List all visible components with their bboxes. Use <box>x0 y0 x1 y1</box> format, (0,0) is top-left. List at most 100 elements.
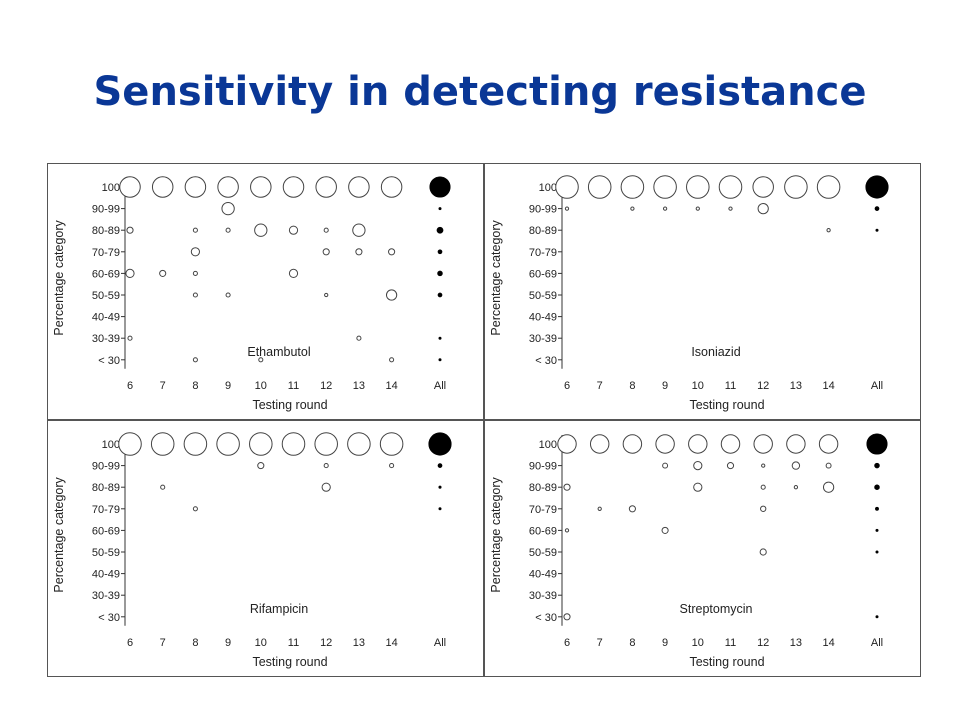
data-point <box>190 247 200 257</box>
y-tick-label: 90-99 <box>529 204 557 216</box>
y-tick-label: 50-59 <box>92 290 120 302</box>
drug-label: Streptomycin <box>680 602 753 616</box>
y-tick-label: 30-39 <box>92 333 120 345</box>
data-point <box>151 176 174 198</box>
y-tick-label: 50-59 <box>529 547 557 559</box>
y-tick-label: 100 <box>102 182 120 194</box>
data-point <box>760 505 767 512</box>
x-tick-label: 6 <box>127 637 133 649</box>
y-tick-label: 80-89 <box>529 482 557 494</box>
data-point <box>589 434 610 454</box>
x-tick-label: 7 <box>597 380 603 392</box>
panel-isoniazid: 100 90-99 80-89 70-79 60-69 50-59 40-49 30-39 < … <box>484 163 921 420</box>
panel-border <box>47 163 484 420</box>
data-point <box>192 292 198 298</box>
x-tick-label: 10 <box>255 380 267 392</box>
data-point <box>688 434 708 454</box>
data-point-filled <box>875 506 879 511</box>
data-point <box>192 227 198 233</box>
x-tick-label: 14 <box>385 380 397 392</box>
x-tick-label: 12 <box>320 380 332 392</box>
y-tick-label: 60-69 <box>529 268 557 280</box>
y-tick-label: 80-89 <box>92 482 120 494</box>
x-tick-label: 6 <box>127 380 133 392</box>
x-tick-label: 9 <box>662 380 668 392</box>
y-tick-label: 100 <box>539 439 557 451</box>
panel-rifampicin: 100 90-99 80-89 70-79 60-69 50-59 40-49 30-39 < … <box>47 420 484 677</box>
data-point <box>192 357 198 363</box>
data-point <box>761 463 766 468</box>
y-tick-label: 40-49 <box>529 569 557 581</box>
y-tick-label: 100 <box>539 182 557 194</box>
data-point <box>622 434 643 454</box>
data-point <box>217 176 239 198</box>
y-tick-label: 50-59 <box>92 547 120 559</box>
data-point <box>655 434 675 454</box>
x-axis-label: Testing round <box>689 655 764 669</box>
data-point <box>225 292 231 298</box>
data-point <box>759 548 767 556</box>
y-tick-label: 40-49 <box>92 312 120 324</box>
chart-grid-figure: 100 90-99 80-89 70-79 60-69 50-59 40-49 30-39 < … <box>47 163 921 677</box>
data-point <box>323 463 329 469</box>
data-point <box>184 176 207 198</box>
data-point-filled <box>438 336 442 340</box>
y-tick-label: 80-89 <box>529 225 557 237</box>
data-point-filled <box>428 432 452 456</box>
x-tick-label: 7 <box>160 380 166 392</box>
x-tick-label: 14 <box>822 637 834 649</box>
drug-label: Rifampicin <box>250 602 308 616</box>
y-axis-label: Percentage category <box>489 219 503 335</box>
x-tick-label: 9 <box>225 637 231 649</box>
x-tick-label: All <box>871 380 883 392</box>
data-point <box>793 485 799 490</box>
y-tick-label: 30-39 <box>529 590 557 602</box>
data-point-filled <box>437 463 443 468</box>
data-point-filled <box>875 550 879 554</box>
data-point <box>791 461 801 470</box>
data-point-filled <box>438 358 442 362</box>
y-tick-label: 60-69 <box>92 525 120 537</box>
data-point-filled <box>875 528 879 532</box>
data-point <box>127 335 133 341</box>
data-point <box>825 462 832 469</box>
data-point <box>816 175 841 199</box>
data-point <box>250 176 272 198</box>
x-tick-label: All <box>434 380 446 392</box>
x-tick-label: All <box>434 637 446 649</box>
data-point <box>216 432 240 456</box>
data-point-filled <box>866 433 888 455</box>
x-tick-label: 11 <box>725 637 736 649</box>
data-point <box>752 176 774 198</box>
x-tick-label: 9 <box>662 637 668 649</box>
data-point <box>385 289 398 301</box>
x-tick-label: 8 <box>629 380 635 392</box>
data-point-filled <box>874 462 880 469</box>
data-point <box>347 432 371 456</box>
data-point <box>254 223 268 237</box>
data-point <box>693 461 703 471</box>
data-point <box>183 432 208 456</box>
data-point <box>686 175 710 199</box>
data-point-filled <box>438 207 442 211</box>
data-point <box>119 176 141 198</box>
data-point <box>822 481 835 493</box>
x-tick-label: 10 <box>692 637 704 649</box>
data-point <box>720 434 741 454</box>
x-tick-label: 14 <box>822 380 834 392</box>
data-point <box>221 201 235 216</box>
y-tick-label: < 30 <box>98 612 120 624</box>
slide-title: Sensitivity in detecting resistance <box>93 69 867 115</box>
data-point <box>281 432 306 456</box>
x-tick-label: 14 <box>385 637 397 649</box>
y-tick-label: 40-49 <box>529 312 557 324</box>
data-point <box>389 357 395 363</box>
data-point <box>125 268 135 279</box>
data-point <box>784 175 808 199</box>
data-point <box>620 175 645 199</box>
data-point-filled <box>865 175 889 199</box>
y-tick-label: < 30 <box>535 612 557 624</box>
data-point <box>314 432 338 456</box>
x-tick-label: 10 <box>255 637 267 649</box>
data-point <box>587 175 612 199</box>
